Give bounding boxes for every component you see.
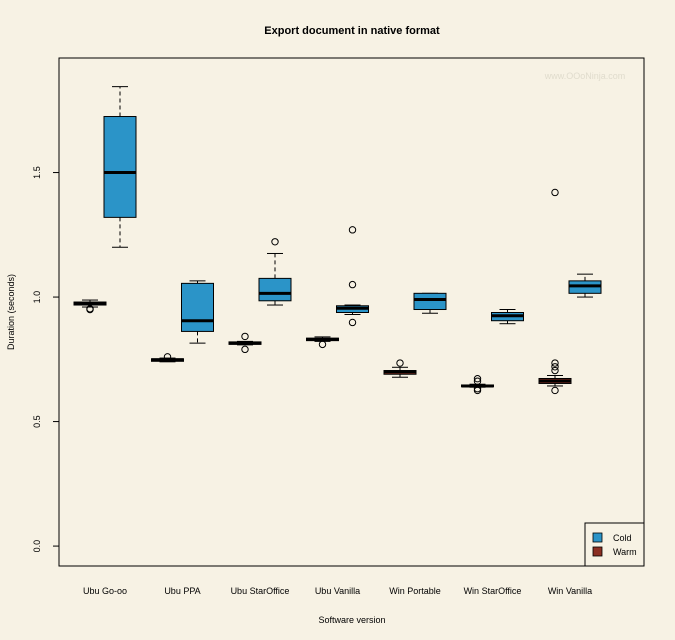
outlier-point (473, 375, 482, 383)
outlier-point (396, 359, 404, 367)
box-group (181, 280, 214, 344)
box-group (73, 299, 107, 314)
y-axis: 0.0 0.5 1.0 1.5 (32, 166, 59, 552)
outlier-point (551, 188, 559, 197)
legend-swatch-cold (592, 532, 603, 543)
legend-swatch-warm (592, 546, 603, 557)
box-group (228, 332, 262, 354)
box-iqr (181, 282, 214, 332)
box-group (568, 273, 602, 298)
outlier-point (551, 363, 559, 371)
outlier-point (473, 377, 482, 385)
box-iqr (413, 292, 447, 311)
outlier-point (318, 340, 327, 349)
outlier-point (551, 386, 559, 395)
y-axis-label: Duration (seconds) (6, 274, 16, 350)
x-axis-label: Software version (318, 615, 385, 625)
box-group (461, 375, 494, 395)
box-group (383, 359, 417, 378)
outlier-point (348, 280, 357, 289)
box-group (103, 86, 137, 248)
box-series (73, 86, 602, 395)
box-iqr (103, 116, 137, 218)
legend: Cold Warm (584, 522, 645, 567)
y-tick-label: 0.0 (32, 540, 42, 553)
outlier-point (348, 226, 357, 234)
x-tick-label: Ubu PPA (164, 586, 200, 596)
outlier-point (551, 359, 559, 367)
y-tick-label: 1.0 (32, 291, 42, 304)
box-group (258, 238, 292, 306)
x-axis: Ubu Go-oo Ubu PPA Ubu StarOffice Ubu Vanill… (83, 586, 592, 596)
outlier-point (86, 305, 94, 314)
outlier-point (551, 366, 559, 375)
box-group (538, 188, 572, 395)
outlier-point (473, 384, 482, 393)
box-group (336, 226, 369, 327)
chart-title: Export document in native format (264, 25, 440, 37)
y-tick-label: 1.5 (32, 166, 42, 179)
x-tick-label: Win Portable (389, 586, 441, 596)
box-iqr (258, 277, 292, 302)
legend-label-warm: Warm (613, 547, 637, 557)
y-tick-label: 0.5 (32, 415, 42, 428)
outlier-point (163, 353, 172, 361)
outlier-point (241, 332, 249, 341)
legend-frame (584, 522, 645, 567)
outlier-point (271, 238, 279, 246)
outlier-point (241, 345, 249, 354)
box-group (413, 292, 447, 314)
box-group (151, 353, 184, 363)
x-tick-label: Ubu Vanilla (315, 586, 360, 596)
legend-label-cold: Cold (613, 533, 632, 543)
box-group (491, 309, 524, 325)
x-tick-label: Win Vanilla (548, 586, 592, 596)
x-tick-label: Ubu Go-oo (83, 586, 127, 596)
x-tick-label: Win StarOffice (464, 586, 522, 596)
x-tick-label: Ubu StarOffice (231, 586, 290, 596)
outlier-point (348, 318, 357, 327)
box-group (306, 336, 339, 349)
watermark-text: www.OOoNinja.com (544, 71, 626, 81)
